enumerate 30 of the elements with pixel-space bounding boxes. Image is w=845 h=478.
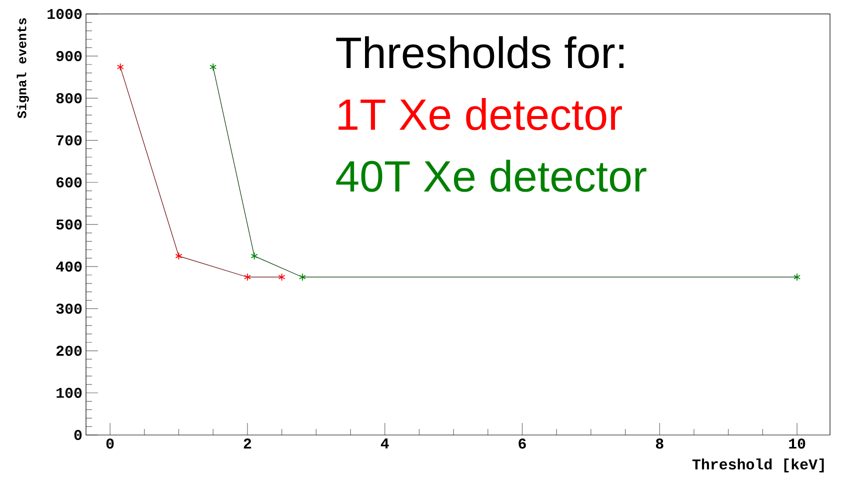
y-tick-label: 100 bbox=[56, 388, 82, 398]
point bbox=[298, 273, 306, 282]
x-axis-title: Threshold [keV] bbox=[692, 458, 824, 472]
point bbox=[175, 252, 182, 260]
point bbox=[116, 63, 124, 71]
legend-title: Thresholds for: bbox=[336, 36, 624, 68]
point bbox=[278, 273, 286, 282]
y-tick-label: 0 bbox=[74, 430, 82, 440]
x-tick-label: 10 bbox=[789, 438, 806, 449]
y-tick-label: 700 bbox=[56, 135, 82, 146]
y-tick-label: 300 bbox=[56, 304, 82, 314]
y-tick-label: 400 bbox=[56, 262, 82, 272]
y-tick-label: 200 bbox=[56, 346, 82, 356]
y-tick-label: 900 bbox=[56, 51, 82, 62]
y-tick-label: 500 bbox=[56, 219, 82, 230]
x-tick-label: 0 bbox=[106, 438, 114, 449]
text: 1T Xe detector bbox=[338, 98, 622, 130]
x-tick-label: 4 bbox=[380, 438, 389, 448]
point bbox=[250, 252, 258, 260]
y-tick-label: 800 bbox=[56, 93, 82, 104]
point bbox=[210, 63, 217, 71]
point bbox=[794, 273, 801, 282]
y-axis-title: Signal events bbox=[16, 18, 29, 118]
point bbox=[244, 273, 251, 282]
y-tick-label: 600 bbox=[56, 177, 82, 188]
y-tick-label: 1000 bbox=[48, 8, 82, 20]
x-tick-label: 6 bbox=[518, 438, 526, 449]
x-tick-label: 8 bbox=[656, 438, 664, 449]
x-tick-label: 2 bbox=[244, 438, 252, 449]
series-label: 40T Xe detector bbox=[336, 160, 646, 192]
